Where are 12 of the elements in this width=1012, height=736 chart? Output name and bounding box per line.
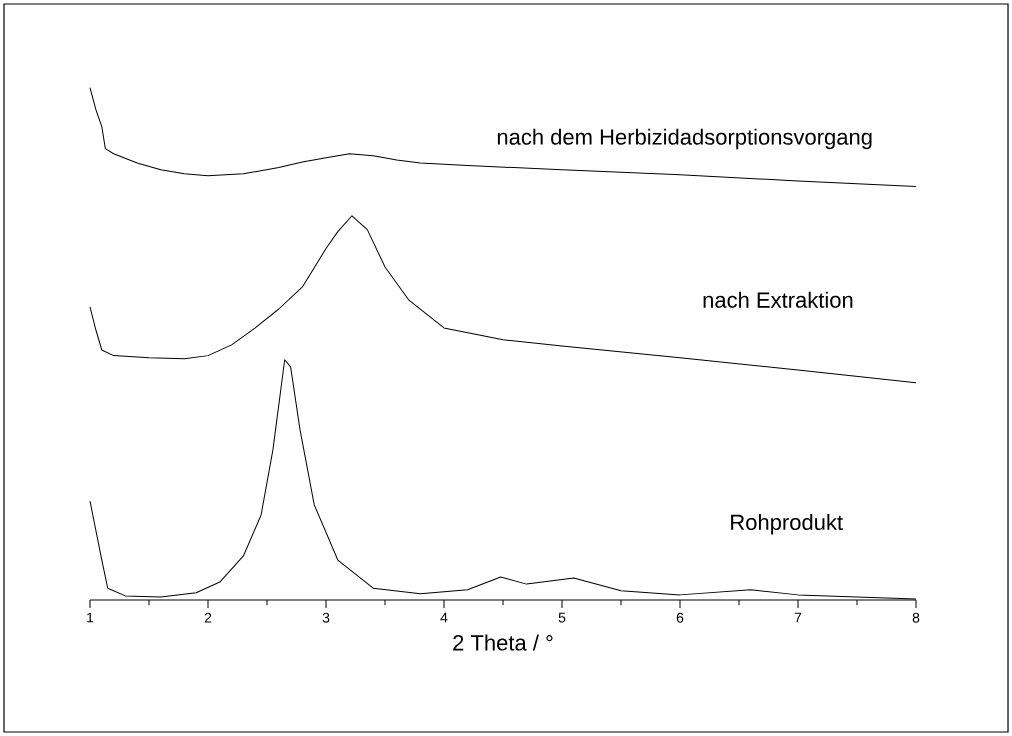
- x-tick-label: 4: [440, 612, 448, 623]
- x-tick-label: 2: [204, 612, 212, 623]
- x-tick-label: 3: [322, 612, 330, 623]
- x-axis-title: 2 Theta / °: [453, 634, 553, 651]
- text: nach Extraktion: [703, 291, 853, 308]
- x-tick-label: 7: [794, 612, 802, 623]
- x-tick-label: 6: [676, 612, 684, 623]
- text: Rohprodukt: [731, 513, 843, 535]
- x-tick-label: 5: [558, 612, 566, 623]
- x-tick-label: 1: [87, 612, 94, 623]
- x-tick-label: 8: [912, 612, 920, 623]
- series-label: nach dem Herbizidadsorptionsvorgang: [497, 128, 872, 150]
